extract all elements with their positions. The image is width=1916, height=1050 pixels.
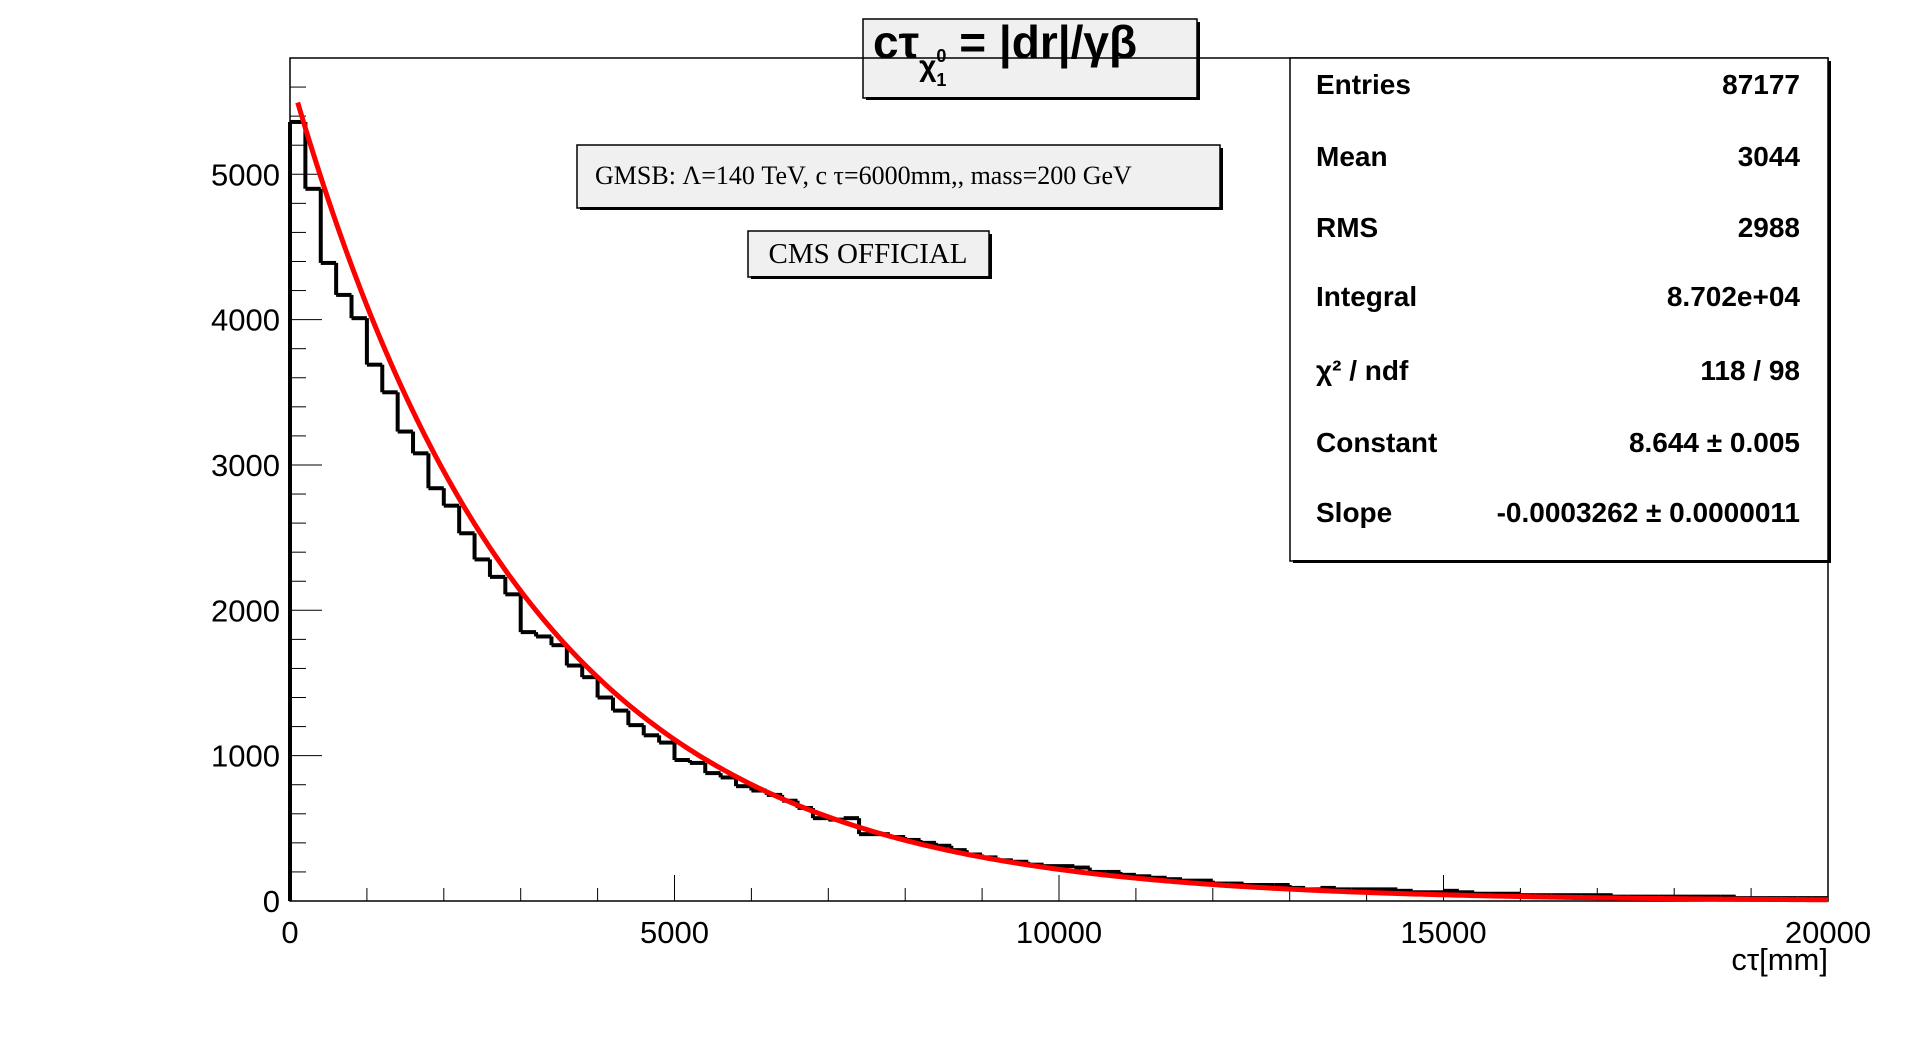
stats-value: 8.644 ± 0.005 xyxy=(1629,427,1800,458)
chart-title: cτχ0 1 = |dr|/γβ xyxy=(873,16,1137,90)
title-sub-symbol: χ xyxy=(919,50,937,83)
x-axis: 0 5000 10000 15000 20000 xyxy=(281,875,1871,950)
stats-value: 8.702e+04 xyxy=(1667,281,1801,312)
stats-label: Integral xyxy=(1316,281,1417,312)
stats-label: Mean xyxy=(1316,141,1388,172)
y-axis: 0 1000 2000 3000 4000 5000 xyxy=(211,57,322,919)
stats-label: Slope xyxy=(1316,497,1392,528)
x-tick-label: 15000 xyxy=(1400,915,1486,950)
stats-box: Entries 87177 Mean 3044 RMS 2988 Integral 8.702… xyxy=(1289,57,1831,563)
x-axis-title: cτ[mm] xyxy=(1731,942,1828,977)
title-rhs: = |dr|/γβ xyxy=(946,16,1137,68)
model-annotation: GMSB: Λ=140 TeV, c τ=6000mm,, mass=200 G… xyxy=(576,144,1223,210)
y-tick-label: 5000 xyxy=(211,157,280,192)
fit-series xyxy=(295,101,1829,903)
title-sub-sup: 0 xyxy=(936,46,946,66)
x-tick-label: 5000 xyxy=(640,915,709,950)
title-sub-sub: 1 xyxy=(936,70,946,90)
stats-value: -0.0003262 ± 0.0000011 xyxy=(1497,497,1800,528)
title-lhs: cτ xyxy=(873,16,919,68)
x-tick-label: 20000 xyxy=(1785,915,1871,950)
stats-label: RMS xyxy=(1316,212,1378,243)
y-tick-label: 4000 xyxy=(211,303,280,338)
model-annotation-text: GMSB: Λ=140 TeV, c τ=6000mm,, mass=200 G… xyxy=(595,161,1132,190)
stats-value: 118 / 98 xyxy=(1700,355,1800,386)
stats-value: 3044 xyxy=(1738,141,1801,172)
stats-label: Constant xyxy=(1316,427,1437,458)
stats-label: χ² / ndf xyxy=(1316,355,1409,386)
cms-label-box: CMS OFFICIAL xyxy=(747,230,992,279)
stats-value: 2988 xyxy=(1738,212,1800,243)
cms-label-text: CMS OFFICIAL xyxy=(768,238,967,270)
x-tick-label: 10000 xyxy=(1016,915,1102,950)
x-tick-label: 0 xyxy=(281,915,298,950)
stats-label: Entries xyxy=(1316,69,1411,100)
stats-value: 87177 xyxy=(1722,69,1800,100)
y-tick-label: 2000 xyxy=(211,593,280,628)
fit-curve xyxy=(295,101,1829,903)
y-tick-label: 3000 xyxy=(211,448,280,483)
y-tick-label: 1000 xyxy=(211,739,280,774)
y-tick-label: 0 xyxy=(263,884,280,919)
